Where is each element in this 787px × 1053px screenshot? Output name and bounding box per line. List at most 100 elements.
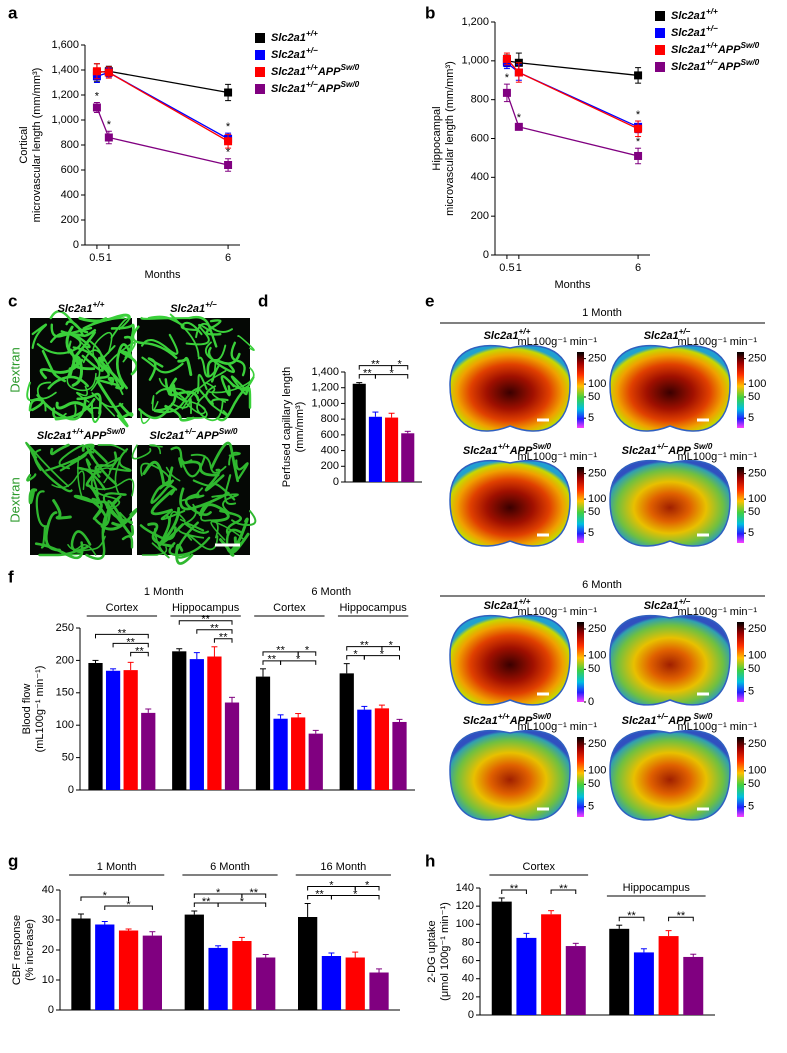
bar (95, 924, 115, 1010)
colorbar-tick-label: 100 (588, 765, 606, 777)
vessel (97, 444, 127, 453)
vessel (100, 507, 139, 531)
vessel (41, 349, 66, 383)
bar (368, 416, 382, 482)
y-tick-label: 20 (42, 944, 54, 956)
colorbar-label: mL100g⁻¹ min⁻¹ (678, 721, 758, 733)
x-tick-label: 0.5 (89, 252, 104, 264)
significance: * (636, 136, 641, 148)
vessel (40, 526, 46, 549)
vessel (150, 488, 176, 516)
image-label: Slc2a1+/+ (484, 327, 531, 342)
y-tick-label: 0 (483, 249, 489, 261)
significance: ** (219, 632, 228, 644)
y-tick-label: 200 (471, 210, 489, 222)
colorbar-tick-label: 50 (748, 391, 760, 403)
bar (189, 659, 204, 790)
panel-letter: h (425, 851, 435, 870)
vessel (85, 468, 101, 502)
y-tick-label: 40 (462, 973, 474, 985)
x-tick-label: 6 (225, 252, 231, 264)
bracket (241, 893, 267, 898)
y-tick-label: 0 (48, 1004, 54, 1016)
significance: ** (559, 883, 568, 895)
vessel (167, 377, 200, 402)
colorbar-tick-label: 50 (748, 663, 760, 675)
vessel (118, 511, 133, 525)
y-tick-label: 120 (456, 900, 474, 912)
colorbar-tick-label: 250 (748, 353, 766, 365)
vessel (78, 313, 131, 323)
vessel (196, 386, 229, 406)
y-axis-label: Cortical (18, 126, 30, 163)
vessel (237, 335, 255, 351)
significance: ** (126, 636, 135, 648)
vessel (219, 509, 242, 536)
vessel (52, 499, 72, 520)
vessel (95, 363, 120, 387)
y-tick-label: 0 (68, 784, 74, 796)
legend-label: Slc2a1+/+ (271, 29, 318, 44)
colorbar-tick-label: 100 (748, 493, 766, 505)
vessel (31, 323, 48, 349)
colorbar-tick-label: 250 (748, 623, 766, 635)
significance: * (353, 888, 358, 900)
colorbar-tick-label: 5 (748, 527, 754, 539)
y-tick-label: 0 (468, 1009, 474, 1021)
colorbar-tick-label: 50 (588, 778, 600, 790)
group-label: 6 Month (311, 586, 351, 598)
colorbar-tick-label: 100 (748, 378, 766, 390)
bracket (501, 889, 527, 894)
bracket (550, 889, 577, 894)
significance: ** (268, 654, 277, 666)
vessel (26, 473, 37, 482)
y-axis-label: Hippocampal (431, 106, 443, 170)
bar (105, 670, 121, 790)
significance: * (296, 654, 301, 666)
y-tick-label: 60 (462, 954, 474, 966)
vessel (131, 444, 152, 460)
colorbar-tick-label: 5 (748, 412, 754, 424)
stain-label: Dextran (7, 477, 22, 523)
significance: * (365, 879, 370, 891)
colorbar (737, 352, 744, 428)
bracket (178, 620, 233, 625)
brain (449, 459, 571, 547)
colorbar-label: mL100g⁻¹ min⁻¹ (518, 451, 598, 463)
bracket (618, 916, 645, 922)
micrograph (131, 313, 255, 425)
colorbar-tick-label: 250 (748, 738, 766, 750)
significance: ** (210, 623, 219, 635)
legend-swatch (655, 62, 665, 72)
y-tick-label: 1,200 (311, 382, 339, 394)
vessel (104, 342, 136, 368)
colorbar-tick-label: 50 (588, 391, 600, 403)
bar (232, 941, 252, 1010)
vessel (90, 479, 121, 510)
legend-swatch (655, 45, 665, 55)
group-label: 1 Month (144, 586, 184, 598)
y-tick-label: 1,400 (51, 64, 79, 76)
y-tick-label: 0 (73, 239, 79, 251)
colorbar-tick-label: 250 (588, 468, 606, 480)
brain (449, 344, 571, 432)
point (634, 71, 643, 80)
vessel (28, 488, 38, 505)
bar (339, 673, 354, 790)
point (104, 68, 113, 77)
significance: * (107, 119, 112, 131)
image-label: Slc2a1+/– (644, 597, 691, 612)
vessel (65, 325, 80, 371)
vessel (196, 374, 208, 395)
vessel (94, 505, 112, 534)
colorbar-tick-label: 50 (588, 663, 600, 675)
x-axis-label: Months (554, 279, 591, 291)
colorbar (737, 467, 744, 543)
legend-swatch (655, 11, 665, 21)
y-axis-label: 2-DG uptake (426, 920, 438, 982)
brain (609, 729, 731, 821)
